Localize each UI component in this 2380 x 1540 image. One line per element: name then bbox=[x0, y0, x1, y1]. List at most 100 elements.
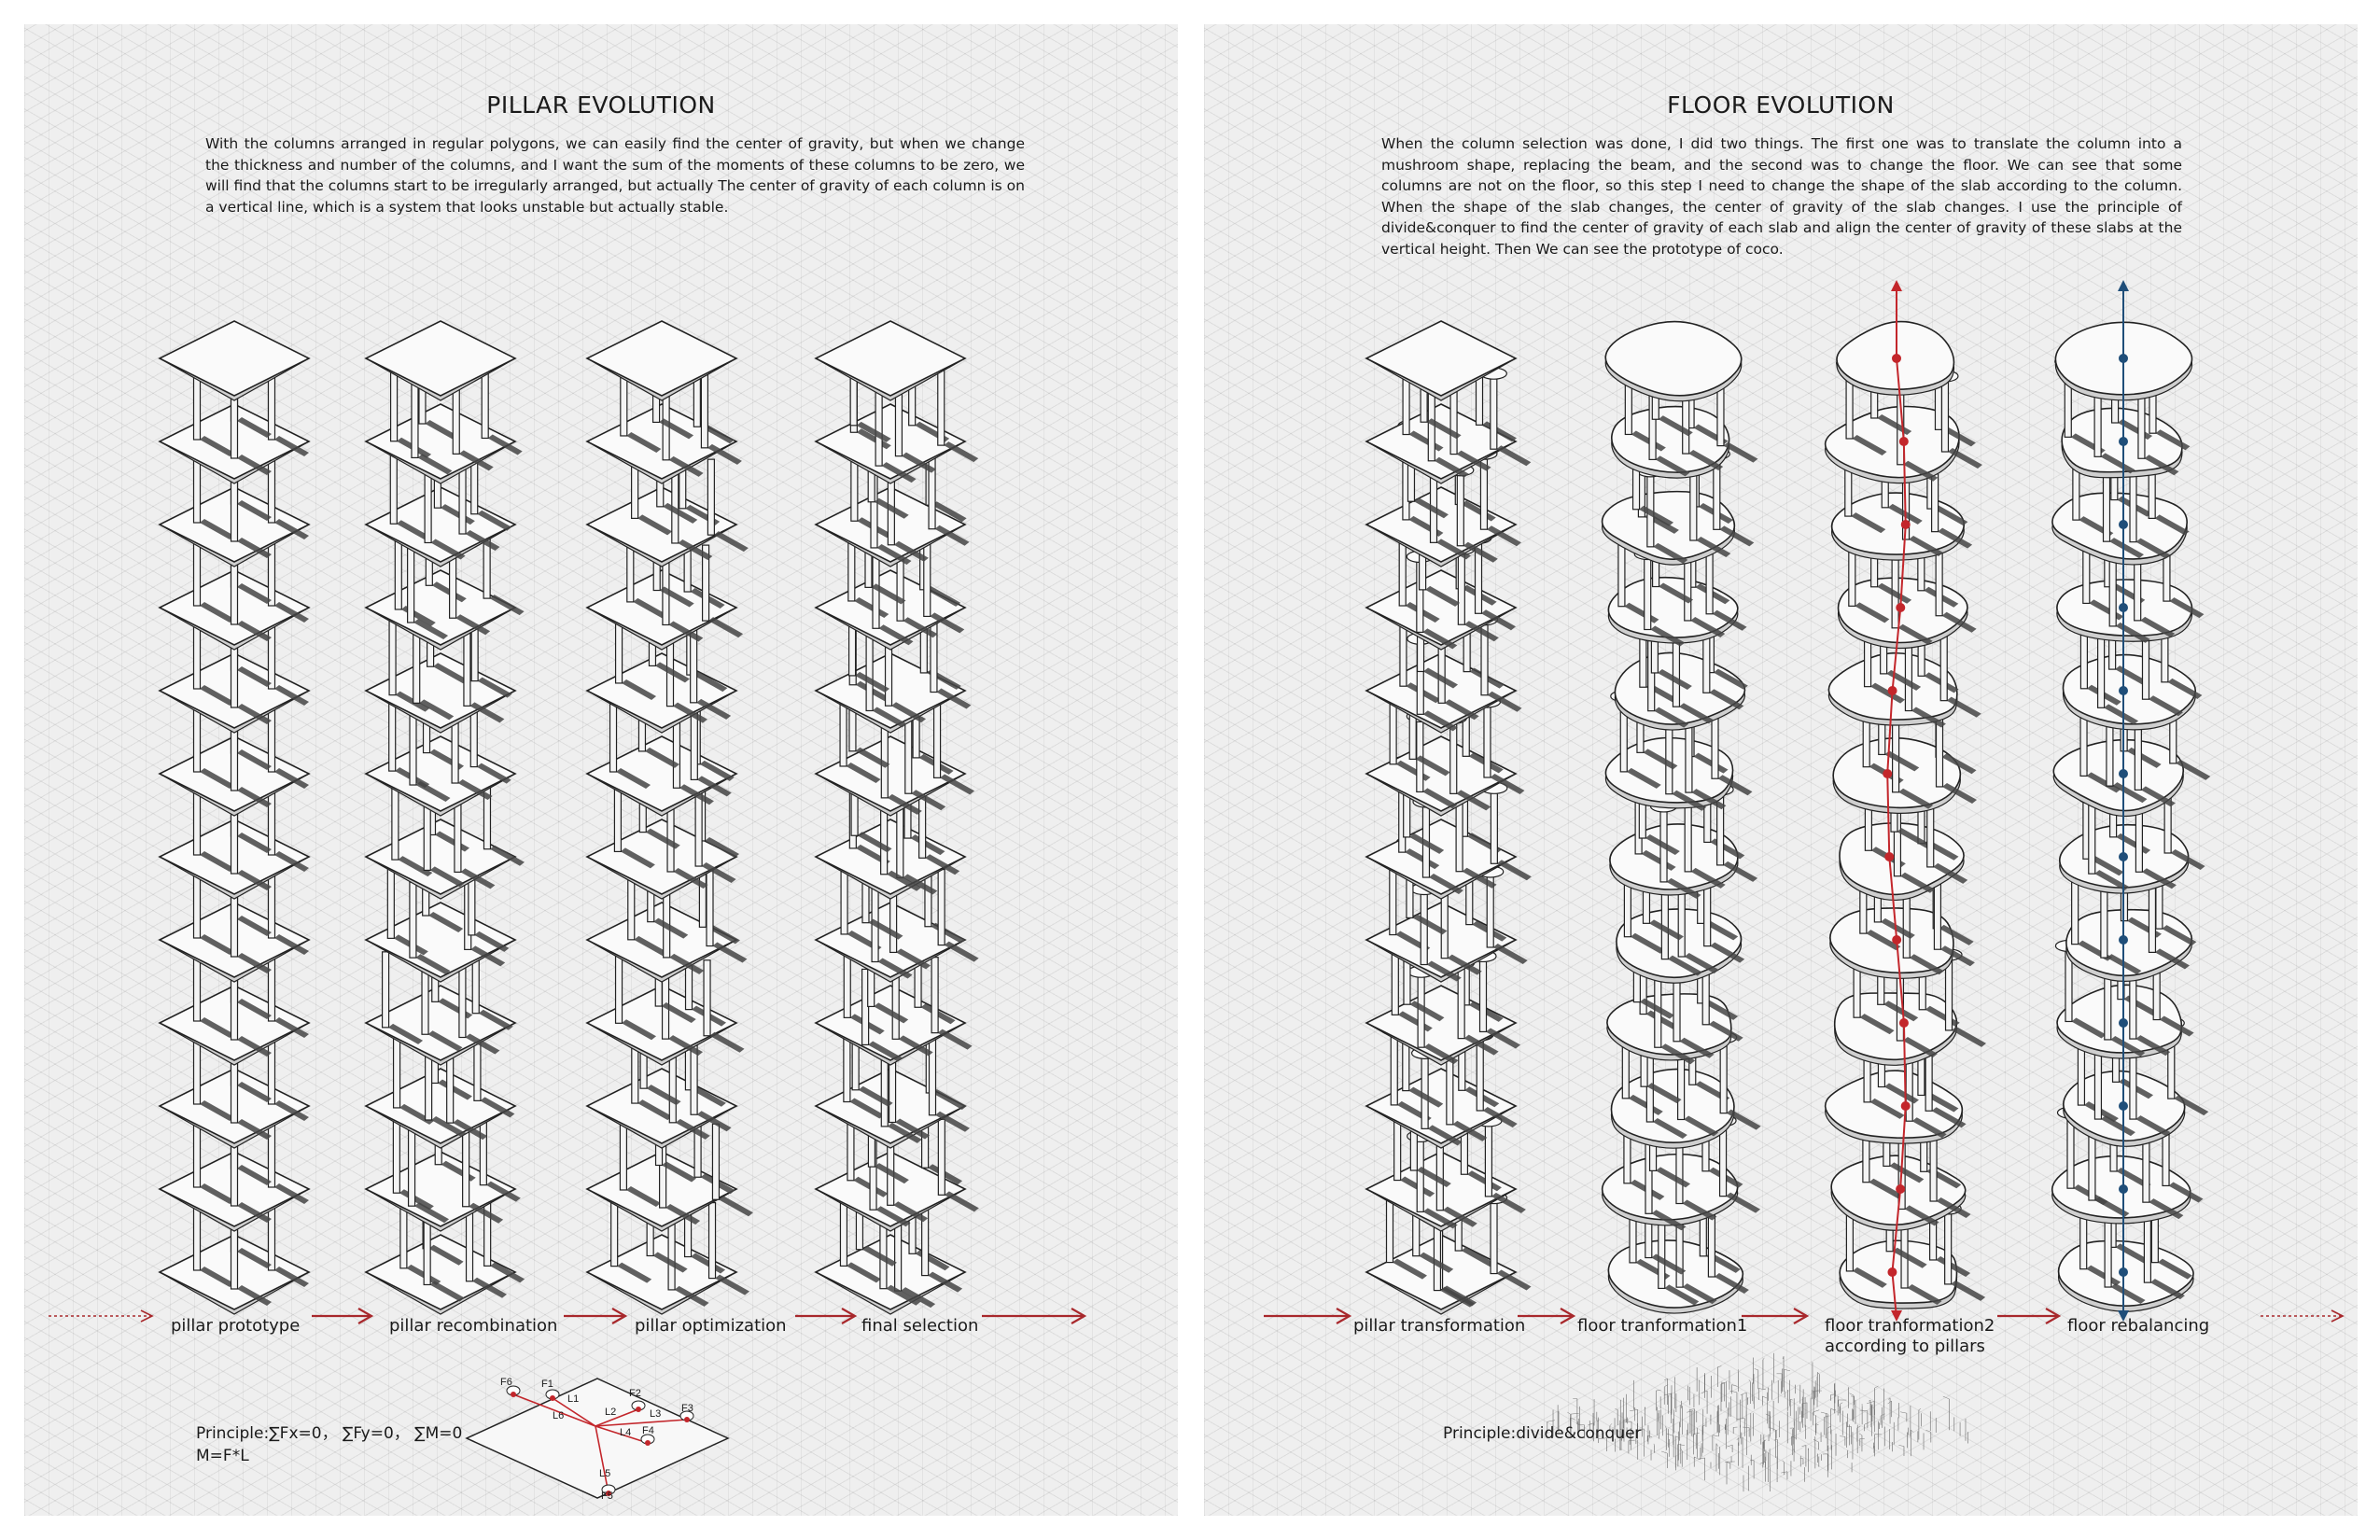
center-of-gravity-point bbox=[2119, 520, 2128, 529]
floor-slab-level bbox=[585, 819, 738, 900]
force-label: F4 bbox=[642, 1425, 654, 1436]
center-of-gravity-point bbox=[2119, 1018, 2128, 1028]
columns-group bbox=[391, 758, 525, 889]
columns-group bbox=[192, 1175, 309, 1306]
slab-stack bbox=[364, 320, 525, 1315]
force-label: F2 bbox=[629, 1388, 641, 1399]
axis-arrow-down-icon bbox=[2118, 1310, 2129, 1322]
stage-label-pillar-prototype: pillar prototype bbox=[171, 1316, 301, 1336]
center-of-gravity-point bbox=[1898, 1018, 1909, 1028]
center-of-gravity-point bbox=[2119, 769, 2128, 778]
arrow-3 bbox=[795, 1308, 858, 1324]
floor-slab-level bbox=[585, 569, 738, 651]
center-of-gravity-point bbox=[2119, 1267, 2128, 1277]
stage-label-floor-transformation-2-sub: according to pillars bbox=[1825, 1337, 1985, 1356]
force-label: F1 bbox=[541, 1379, 553, 1390]
floor-slab-level bbox=[585, 320, 738, 401]
columns-group bbox=[614, 589, 732, 723]
floor-slab-level bbox=[364, 902, 517, 983]
center-of-gravity-point bbox=[2119, 437, 2128, 446]
floor-slab-level bbox=[1365, 320, 1518, 401]
force-label: L1 bbox=[567, 1393, 579, 1405]
floor-slab-level bbox=[1604, 320, 1743, 402]
force-label: L3 bbox=[650, 1408, 661, 1420]
center-of-gravity-axis bbox=[2118, 280, 2129, 1322]
center-of-gravity-point bbox=[2119, 686, 2128, 695]
floor-slab-level bbox=[364, 320, 517, 401]
floor-slab-level bbox=[585, 652, 738, 734]
axis-arrow-up-icon bbox=[1891, 280, 1902, 291]
pillar-evolution-panel: PILLAR EVOLUTION With the columns arrang… bbox=[24, 24, 1178, 1516]
floor-evolution-description: When the column selection was done, I di… bbox=[1381, 135, 2182, 258]
stage-label-final-selection: final selection bbox=[861, 1316, 979, 1336]
slab-stack bbox=[1824, 320, 1987, 1309]
equilibrium-principle: Principle:∑Fx=0， ∑Fy=0， ∑M=0 M=F*L bbox=[196, 1422, 462, 1467]
columns-group bbox=[847, 596, 972, 728]
columns-group bbox=[1622, 425, 1755, 564]
stage-label-floor-transformation-2: floor tranformation2 according to pillar… bbox=[1825, 1316, 1995, 1357]
arrow-dashed-end bbox=[2261, 1309, 2345, 1323]
slab-stack bbox=[158, 320, 311, 1315]
arrow-r1 bbox=[1264, 1308, 1352, 1324]
center-of-gravity-point bbox=[2119, 852, 2128, 861]
center-of-gravity-point bbox=[1900, 1101, 1911, 1111]
center-of-gravity-point bbox=[1884, 852, 1895, 861]
center-of-gravity-point bbox=[1896, 1184, 1906, 1194]
wireframe-cloud-illustration bbox=[1547, 1352, 1968, 1492]
center-of-gravity-point bbox=[1887, 686, 1897, 695]
slab-stack bbox=[2051, 321, 2211, 1312]
columns-group bbox=[389, 431, 512, 560]
stage-label-pillar-transformation: pillar transformation bbox=[1353, 1316, 1526, 1336]
center-of-gravity-point bbox=[1896, 603, 1906, 612]
slab-stack bbox=[1601, 320, 1761, 1314]
divide-conquer-principle: Principle:divide&conquer bbox=[1443, 1424, 1642, 1443]
center-of-gravity-axis bbox=[1883, 280, 1911, 1322]
arrow-2 bbox=[564, 1308, 628, 1324]
floor-slab-level bbox=[1833, 992, 1958, 1066]
stage-label-floor-rebalancing: floor rebalancing bbox=[2067, 1316, 2210, 1336]
floor-stacks-diagram bbox=[1264, 280, 2345, 1492]
center-of-gravity-point bbox=[2119, 603, 2128, 612]
floor-evolution-panel: FLOOR EVOLUTION When the column selectio… bbox=[1204, 24, 2358, 1516]
center-of-gravity-point bbox=[2119, 1184, 2128, 1194]
floor-slab-level bbox=[814, 1234, 967, 1315]
floor-slab-level bbox=[814, 320, 967, 401]
equilibrium-equations: Principle:∑Fx=0， ∑Fy=0， ∑M=0 bbox=[196, 1424, 463, 1443]
arrow-r3 bbox=[1742, 1308, 1810, 1324]
floor-slab-level bbox=[814, 569, 967, 651]
floor-slab-level bbox=[364, 1068, 517, 1149]
force-label: F5 bbox=[601, 1491, 613, 1502]
columns-group bbox=[388, 676, 511, 803]
floor-slab-level bbox=[1610, 1068, 1735, 1149]
center-of-gravity-point bbox=[1887, 1267, 1897, 1277]
floor-slab-level bbox=[364, 1234, 517, 1315]
floor-slab-level bbox=[2052, 738, 2185, 818]
force-label: L2 bbox=[605, 1407, 616, 1418]
arrow-dashed-start bbox=[49, 1309, 154, 1323]
pillar-evolution-description: With the columns arranged in regular pol… bbox=[205, 135, 1025, 216]
arrow-r4 bbox=[1997, 1308, 2062, 1324]
force-label: F3 bbox=[681, 1403, 693, 1414]
columns-group bbox=[626, 513, 744, 642]
floor-slab-level bbox=[585, 902, 738, 983]
floor-slab-level bbox=[814, 985, 967, 1066]
stage-label-floor-transformation-2-title: floor tranformation2 bbox=[1825, 1316, 1995, 1336]
force-label: F6 bbox=[500, 1377, 512, 1388]
columns-group bbox=[849, 349, 979, 483]
force-label: L4 bbox=[620, 1427, 631, 1438]
floor-slab-level bbox=[158, 320, 311, 401]
floor-slab-level bbox=[1824, 405, 1960, 484]
slab-stack bbox=[585, 320, 753, 1315]
stage-label-pillar-recombination: pillar recombination bbox=[389, 1316, 558, 1336]
center-of-gravity-point bbox=[1898, 437, 1909, 446]
axis-arrow-up-icon bbox=[2118, 280, 2129, 291]
floor-slab-level bbox=[364, 735, 517, 817]
force-label: L6 bbox=[553, 1410, 564, 1421]
center-of-gravity-point bbox=[2119, 1101, 2128, 1111]
stage-label-pillar-optimization: pillar optimization bbox=[635, 1316, 787, 1336]
pillar-evolution-title: PILLAR EVOLUTION bbox=[486, 91, 716, 119]
columns-group bbox=[620, 345, 742, 477]
center-of-gravity-point bbox=[1892, 354, 1901, 363]
